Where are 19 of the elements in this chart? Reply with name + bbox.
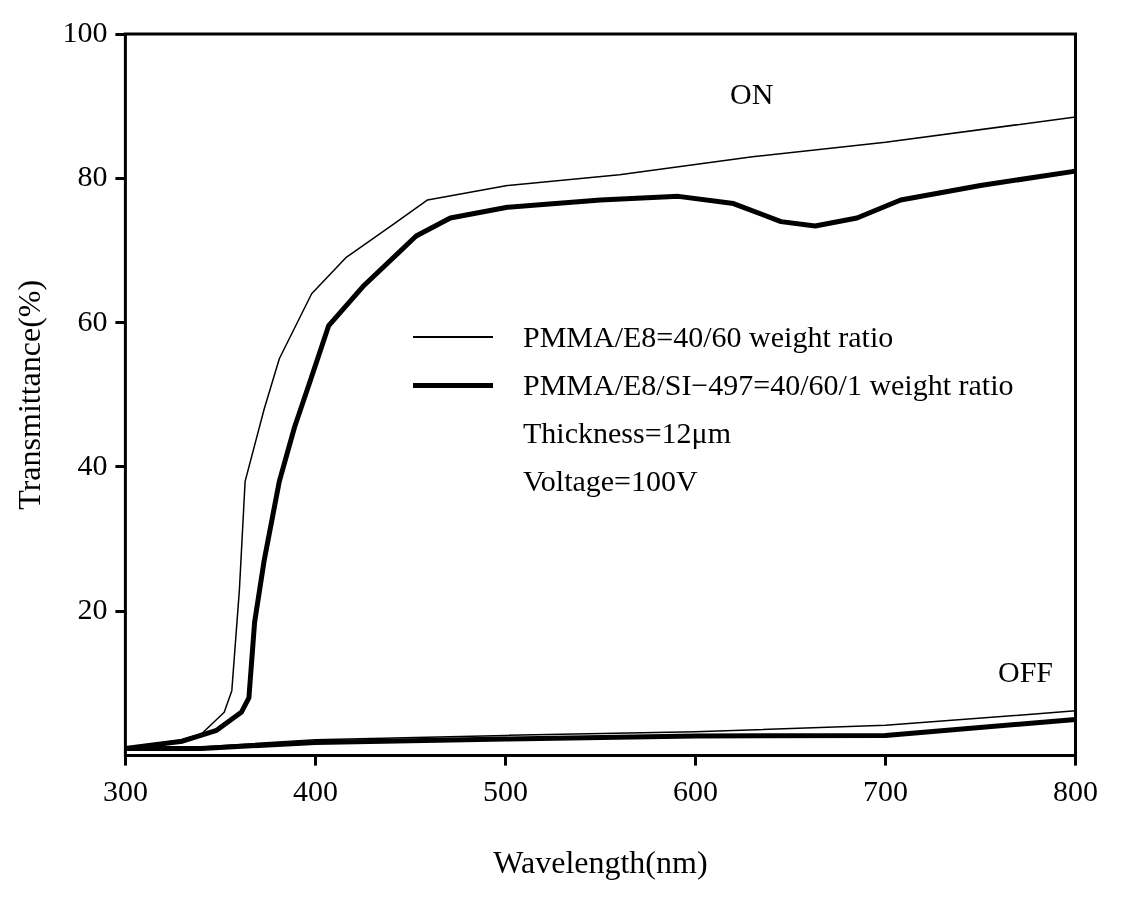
annotation: OFF: [998, 654, 1054, 690]
y-axis-title: Transmittance(%): [10, 279, 47, 510]
x-tick-label: 600: [672, 774, 718, 808]
legend-label: PMMA/E8=40/60 weight ratio: [523, 319, 895, 355]
annotation: Voltage=100V: [523, 463, 699, 499]
y-tick-label: 40: [77, 447, 108, 481]
x-axis-title: Wavelength(nm): [493, 844, 708, 881]
annotation: ON: [730, 76, 774, 112]
legend-label: PMMA/E8/SI−497=40/60/1 weight ratio: [523, 367, 1015, 403]
y-tick-label: 20: [77, 592, 108, 626]
y-tick-label: 100: [62, 14, 108, 48]
x-tick-label: 700: [862, 774, 908, 808]
annotation: Thickness=12μm: [523, 415, 732, 451]
x-tick-label: 300: [102, 774, 148, 808]
x-tick-label: 500: [482, 774, 528, 808]
y-tick-label: 80: [77, 159, 108, 193]
y-tick-label: 60: [77, 303, 108, 337]
x-tick-label: 800: [1053, 774, 1098, 808]
x-tick-label: 400: [292, 774, 338, 808]
